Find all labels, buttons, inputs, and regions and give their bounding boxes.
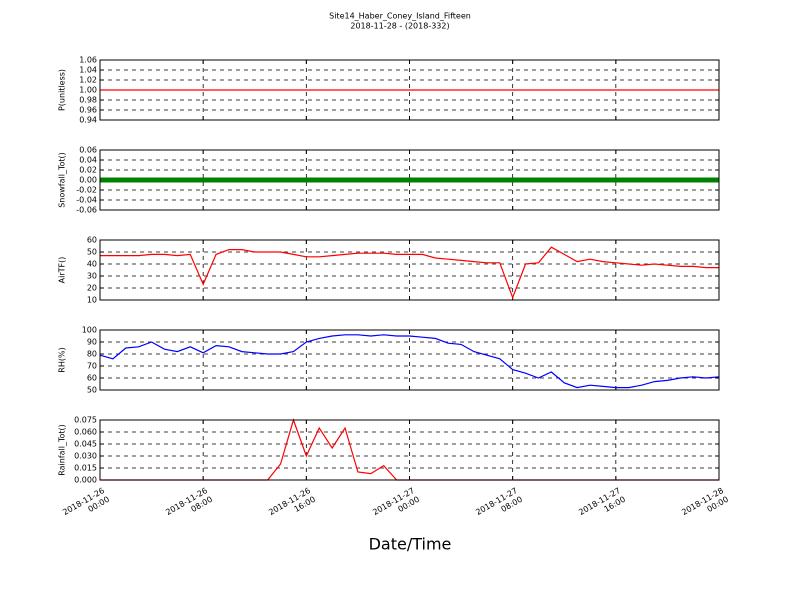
y-tick-label: 0.030 [74, 452, 97, 461]
y-tick-label: 1.02 [79, 76, 97, 85]
plot-frame [99, 239, 720, 301]
y-tick-label: 0.045 [74, 440, 97, 449]
data-line [99, 334, 720, 389]
y-tick-label: 30 [87, 272, 97, 281]
y-axis-label: AirTF() [58, 257, 67, 284]
y-tick-label: 60 [87, 236, 97, 245]
y-axis-label: RH(%) [58, 347, 67, 372]
y-tick-label: 0.98 [79, 96, 97, 105]
y-tick-label: 0.04 [79, 156, 97, 165]
y-tick-label: 100 [82, 326, 97, 335]
y-tick-label: 10 [87, 296, 97, 305]
y-tick-label: 1.06 [79, 56, 97, 65]
y-tick-label: -0.04 [76, 196, 97, 205]
y-tick-label: 0.06 [79, 146, 97, 155]
y-tick-label: 20 [87, 284, 97, 293]
y-axis-label: Rainfall_Tot() [58, 424, 67, 476]
data-line [100, 246, 719, 300]
plot-frame [99, 149, 720, 211]
y-tick-label: 40 [87, 260, 97, 269]
y-tick-label: 0.94 [79, 116, 97, 125]
y-tick-label: 50 [87, 248, 97, 257]
y-tick-label: -0.06 [76, 206, 97, 215]
y-tick-label: 0.00 [79, 176, 97, 185]
x-axis-label: Date/Time [369, 535, 452, 554]
y-tick-label: 0.000 [74, 476, 97, 485]
y-tick-label: 80 [87, 350, 97, 359]
plot-frame [99, 59, 720, 121]
y-tick-label: 50 [87, 386, 97, 395]
y-tick-label: 1.04 [79, 66, 97, 75]
y-tick-label: 90 [87, 338, 97, 347]
subtitle: 2018-11-28 - (2018-332) [350, 22, 449, 31]
y-tick-label: 70 [87, 362, 97, 371]
y-tick-label: 0.075 [74, 416, 97, 425]
title: Site14_Haber_Coney_Island_Fifteen [329, 12, 471, 21]
y-tick-label: 0.060 [74, 428, 97, 437]
y-axis-label: Snowfall_Tot() [58, 152, 67, 208]
y-axis-label: P(unitless) [58, 69, 67, 111]
y-tick-label: 1.00 [79, 86, 97, 95]
y-tick-label: 60 [87, 374, 97, 383]
y-tick-label: 0.015 [74, 464, 97, 473]
y-tick-label: 0.02 [79, 166, 97, 175]
y-tick-label: -0.02 [76, 186, 97, 195]
plot-frame [99, 419, 720, 481]
y-tick-label: 0.96 [79, 106, 97, 115]
plot-frame [99, 329, 720, 391]
